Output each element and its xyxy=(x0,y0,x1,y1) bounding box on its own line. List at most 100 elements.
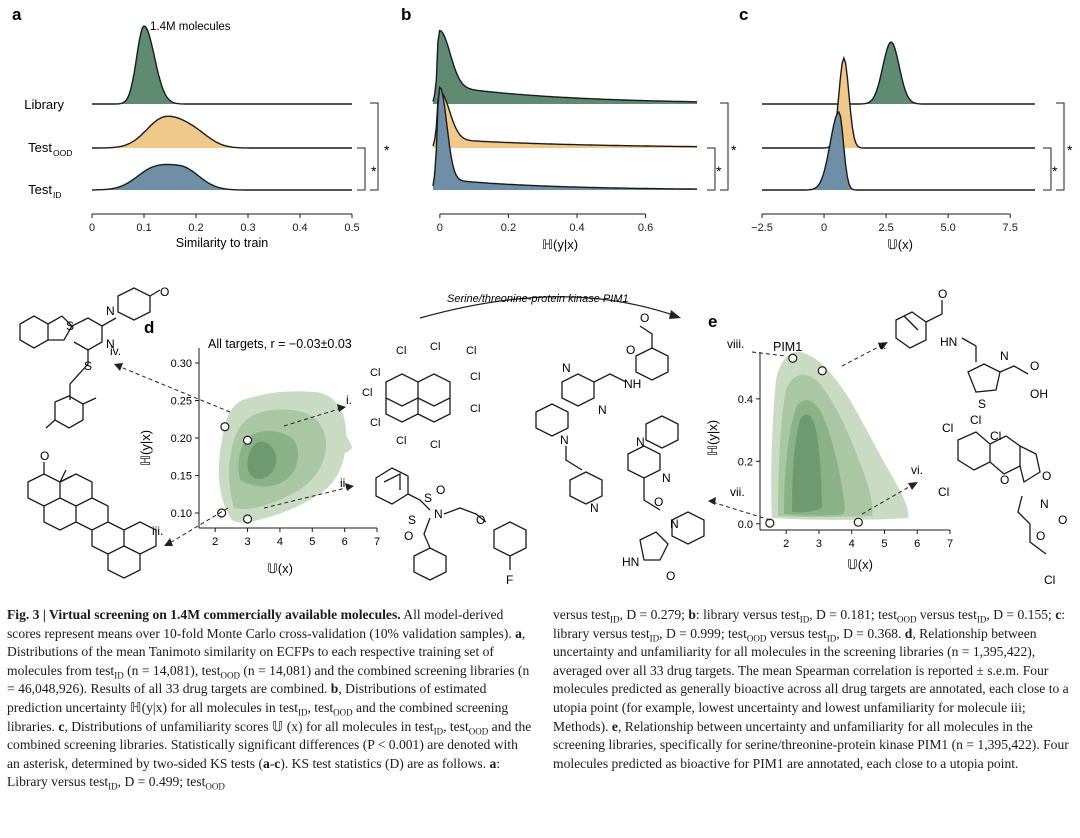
row-label-library: Library xyxy=(24,97,64,112)
caption-span: , test xyxy=(307,699,334,715)
caption-span: , D = 0.181; test xyxy=(809,607,897,622)
panel-label-a: a xyxy=(12,5,22,24)
x-label-e: 𝕌(x) xyxy=(847,557,873,572)
y-tick-label: 0.10 xyxy=(171,508,192,520)
cl-8: Cl xyxy=(370,417,380,429)
caption-span: ). KS test statistics (D) are as follows… xyxy=(280,755,490,771)
atom-o-vi1: O xyxy=(1000,473,1009,487)
caption-span: versus test xyxy=(916,607,977,622)
caption-span: , D = 0.279; xyxy=(619,607,689,622)
cl-6: Cl xyxy=(362,387,372,399)
caption-bold: b xyxy=(330,681,339,697)
utopia-point xyxy=(765,518,775,528)
molecule-vi xyxy=(957,431,1047,555)
ridge-fill-library xyxy=(762,42,1035,104)
atom-n1: N xyxy=(106,304,115,318)
x-tick-label: 5 xyxy=(881,538,887,550)
row-label-test-id: Test xyxy=(28,182,52,197)
significance-brackets-b: * * xyxy=(707,102,737,191)
ridge-fill-testid xyxy=(762,112,1035,190)
atom-o-ii3: O xyxy=(476,513,485,527)
caption-subscript: ID xyxy=(799,614,810,625)
caption-span: , D = 0.999; test xyxy=(659,625,747,641)
plot-title-e: PIM1 xyxy=(773,340,802,354)
ridge-line-library xyxy=(92,25,352,105)
significance-brackets-a: * * xyxy=(357,102,390,191)
caption-span: , Distributions of estimated prediction … xyxy=(7,681,487,715)
y-tick-label: 0.30 xyxy=(171,358,192,370)
x-label-b: ℍ(y|x) xyxy=(542,237,578,252)
marker-label-i: i. xyxy=(346,393,352,407)
axis-tick-label: −2.5 xyxy=(751,222,773,234)
atom-o-v1: O xyxy=(938,287,947,301)
y-tick-label: 0.2 xyxy=(738,456,753,468)
leader-arrows-e xyxy=(711,343,915,521)
x-tick-label: 6 xyxy=(914,538,920,550)
marker-label-iv: iv. xyxy=(110,344,121,358)
cl-4: Cl xyxy=(370,367,380,379)
axes-e: 2 3 4 5 6 7 0.0 0.2 0.4 xyxy=(738,352,953,550)
row-sub-id: ID xyxy=(53,190,62,200)
markers-e xyxy=(765,353,863,528)
axis-tick-label: 0.3 xyxy=(240,222,255,234)
axis-tick-label: 0.1 xyxy=(136,222,151,234)
caption-left: Fig. 3 | Virtual screening on 1.4M comme… xyxy=(7,606,532,792)
caption-bold: c xyxy=(1055,607,1062,622)
caption-span: : library versus test xyxy=(695,607,800,622)
caption-bold: e xyxy=(611,718,618,734)
caption-span: (n = 14,081), test xyxy=(123,662,221,678)
atom-n-v: N xyxy=(1000,349,1009,363)
arrowheads-e xyxy=(708,342,918,505)
cl-9: Cl xyxy=(396,435,406,447)
atom-n-viii2: N xyxy=(598,403,607,417)
caption-subscript: ID xyxy=(826,633,837,644)
caption-subscript: ID xyxy=(297,707,308,718)
atom-s1: S xyxy=(66,319,74,333)
caption-span: , test xyxy=(443,718,469,734)
caption-subscript: ID xyxy=(649,633,660,644)
panel-b: b 0 0.2 0.4 0.6 ℍ(y|x) * * xyxy=(401,5,737,252)
ridges-b xyxy=(432,29,697,190)
significance-star-b2: * xyxy=(716,163,722,179)
x-tick-label: 4 xyxy=(849,538,855,550)
caption-span: and the combined screening libraries. xyxy=(7,699,509,734)
atom-o1: O xyxy=(160,285,169,299)
density-d xyxy=(218,391,352,523)
molecule-viii-atoms: O O NH N N N N xyxy=(560,311,649,515)
atom-s2: S xyxy=(84,359,92,373)
atom-n-vii2: N xyxy=(662,471,671,485)
x-tick-label: 7 xyxy=(947,538,953,550)
atom-n-viii4: N xyxy=(590,501,599,515)
y-label-d: ℍ(y|x) xyxy=(138,430,153,466)
molecule-iv xyxy=(19,287,161,429)
x-tick-label: 2 xyxy=(212,536,218,548)
significance-star-c2: * xyxy=(1052,163,1058,179)
molecule-viii xyxy=(535,325,669,505)
axis-tick-label: 0.5 xyxy=(344,222,359,234)
atom-n-vii1: N xyxy=(636,435,645,449)
caption-right-text: versus testID, D = 0.279; b: library ver… xyxy=(553,606,1073,773)
ridge-line-testood xyxy=(432,90,697,148)
cl-3: Cl xyxy=(466,345,476,357)
caption-subscript: OOD xyxy=(896,614,917,625)
row-label-test-id-main: Test xyxy=(28,182,52,197)
ridge-line-library xyxy=(432,29,697,103)
panel-label-c: c xyxy=(739,5,748,24)
x-tick-label: 2 xyxy=(783,538,789,550)
atom-n-viii1: N xyxy=(562,361,571,375)
axis-tick-label: 0 xyxy=(821,222,827,234)
atom-hn-vii: HN xyxy=(622,555,639,569)
utopia-point xyxy=(217,508,227,518)
caption-span: , Relationship between uncertainty and u… xyxy=(553,718,1069,771)
x-tick-label: 3 xyxy=(816,538,822,550)
ridge-line-testid xyxy=(762,110,1035,191)
ridge-fill-testood xyxy=(433,91,697,148)
axes-d: 2 3 4 5 6 7 0.10 0.15 0.20 0.25 0.30 xyxy=(171,348,380,548)
caption-bold: a xyxy=(262,755,270,771)
caption-span: : Library versus test xyxy=(7,755,501,790)
panel-a: a 1.4M molecules Library Test OOD Test I… xyxy=(12,5,390,250)
atom-s-v: S xyxy=(978,397,986,411)
caption-subscript: ID xyxy=(976,614,987,625)
x-label-c: 𝕌(x) xyxy=(887,237,913,252)
atom-cl-vi5: Cl xyxy=(1044,573,1055,587)
